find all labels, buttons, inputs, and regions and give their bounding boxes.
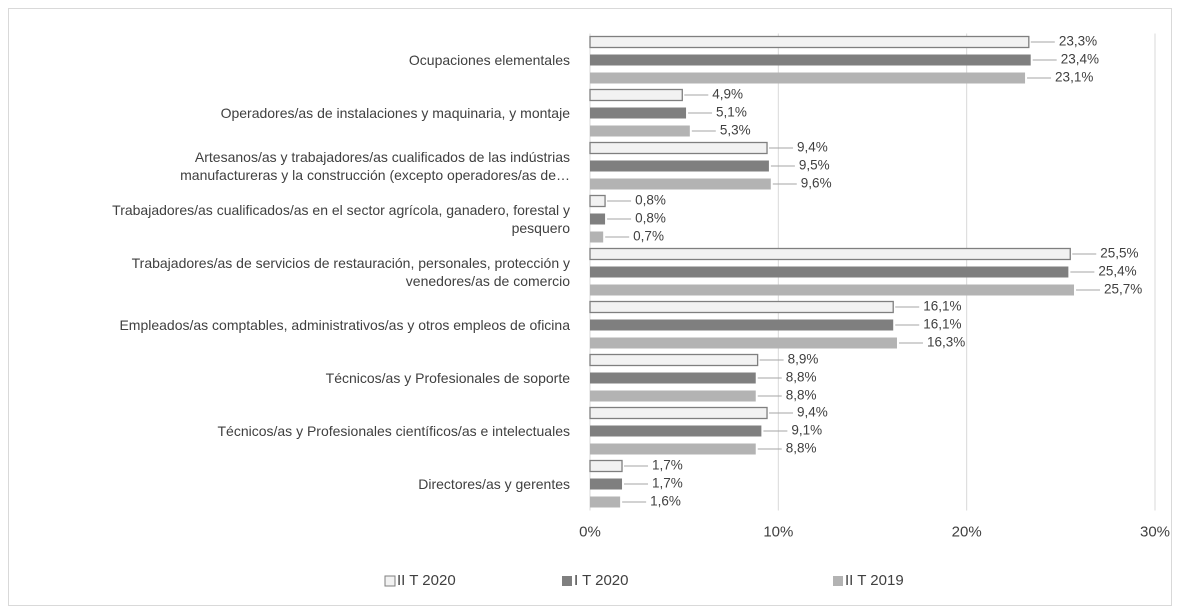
bar [589, 88, 683, 102]
bar [590, 372, 756, 384]
data-label: 25,4% [1098, 264, 1136, 279]
bar [590, 266, 1069, 278]
bar [590, 284, 1075, 296]
category-label: Técnicos/as y Profesionales de soporte [325, 370, 570, 386]
data-label: 23,4% [1061, 52, 1099, 67]
bar [590, 478, 623, 490]
bar [589, 300, 894, 314]
data-label: 25,5% [1100, 246, 1138, 261]
data-label: 8,8% [786, 388, 817, 403]
bar [589, 459, 623, 473]
data-label: 23,1% [1055, 70, 1093, 85]
bar [590, 213, 606, 225]
data-label: 9,6% [801, 176, 832, 191]
data-label: 9,4% [797, 140, 828, 155]
data-label: 1,6% [650, 494, 681, 509]
category-label: Artesanos/as y trabajadores/as cualifica… [180, 149, 570, 183]
category-label: Ocupaciones elementales [408, 52, 570, 68]
category-label: Trabajadores/as de servicios de restaura… [131, 255, 570, 289]
legend-label: II T 2019 [845, 572, 904, 589]
data-label: 0,7% [633, 229, 664, 244]
data-label: 9,1% [791, 423, 822, 438]
data-label: 9,5% [799, 158, 830, 173]
bar [590, 72, 1026, 84]
legend-swatch [384, 575, 396, 587]
category-label: Directores/as y gerentes [418, 476, 570, 492]
category-label: Operadores/as de instalaciones y maquina… [220, 105, 570, 121]
bar [589, 353, 759, 367]
data-label: 16,3% [927, 335, 965, 350]
bar [590, 496, 621, 508]
data-label: 23,3% [1059, 34, 1097, 49]
legend-swatch [833, 576, 843, 586]
data-label: 1,7% [652, 476, 683, 491]
data-label: 8,8% [786, 441, 817, 456]
data-label: 5,1% [716, 105, 747, 120]
bar [590, 425, 762, 437]
bar [589, 406, 768, 420]
category-label: Trabajadores/as cualificados/as en el se… [112, 202, 570, 236]
data-label: 5,3% [720, 123, 751, 138]
data-label: 16,1% [923, 317, 961, 332]
bar [590, 107, 687, 119]
bar [590, 337, 897, 349]
data-label: 8,8% [786, 370, 817, 385]
data-label: 4,9% [712, 87, 743, 102]
x-tick-label: 20% [952, 523, 982, 540]
data-label: 16,1% [923, 299, 961, 314]
bar [590, 125, 690, 137]
bar [590, 178, 771, 190]
bar [589, 35, 1030, 49]
bar [589, 247, 1071, 261]
bar [590, 319, 894, 331]
bar [590, 160, 769, 172]
bar [590, 443, 756, 455]
legend-label: II T 2020 [397, 572, 456, 589]
legend-label: I T 2020 [574, 572, 629, 589]
data-label: 1,7% [652, 458, 683, 473]
category-label: Técnicos/as y Profesionales científicos/… [217, 423, 570, 439]
bar [589, 141, 768, 155]
bar [590, 54, 1031, 66]
x-tick-label: 30% [1140, 523, 1170, 540]
data-label: 0,8% [635, 211, 666, 226]
bar [590, 390, 756, 402]
data-label: 25,7% [1104, 282, 1142, 297]
data-label: 0,8% [635, 193, 666, 208]
bar [589, 194, 606, 208]
data-label: 8,9% [788, 352, 819, 367]
category-label: Empleados/as comptables, administrativos… [119, 317, 570, 333]
x-tick-label: 10% [763, 523, 793, 540]
bar [590, 231, 604, 243]
data-label: 9,4% [797, 405, 828, 420]
x-tick-label: 0% [579, 523, 601, 540]
legend-swatch [562, 576, 572, 586]
